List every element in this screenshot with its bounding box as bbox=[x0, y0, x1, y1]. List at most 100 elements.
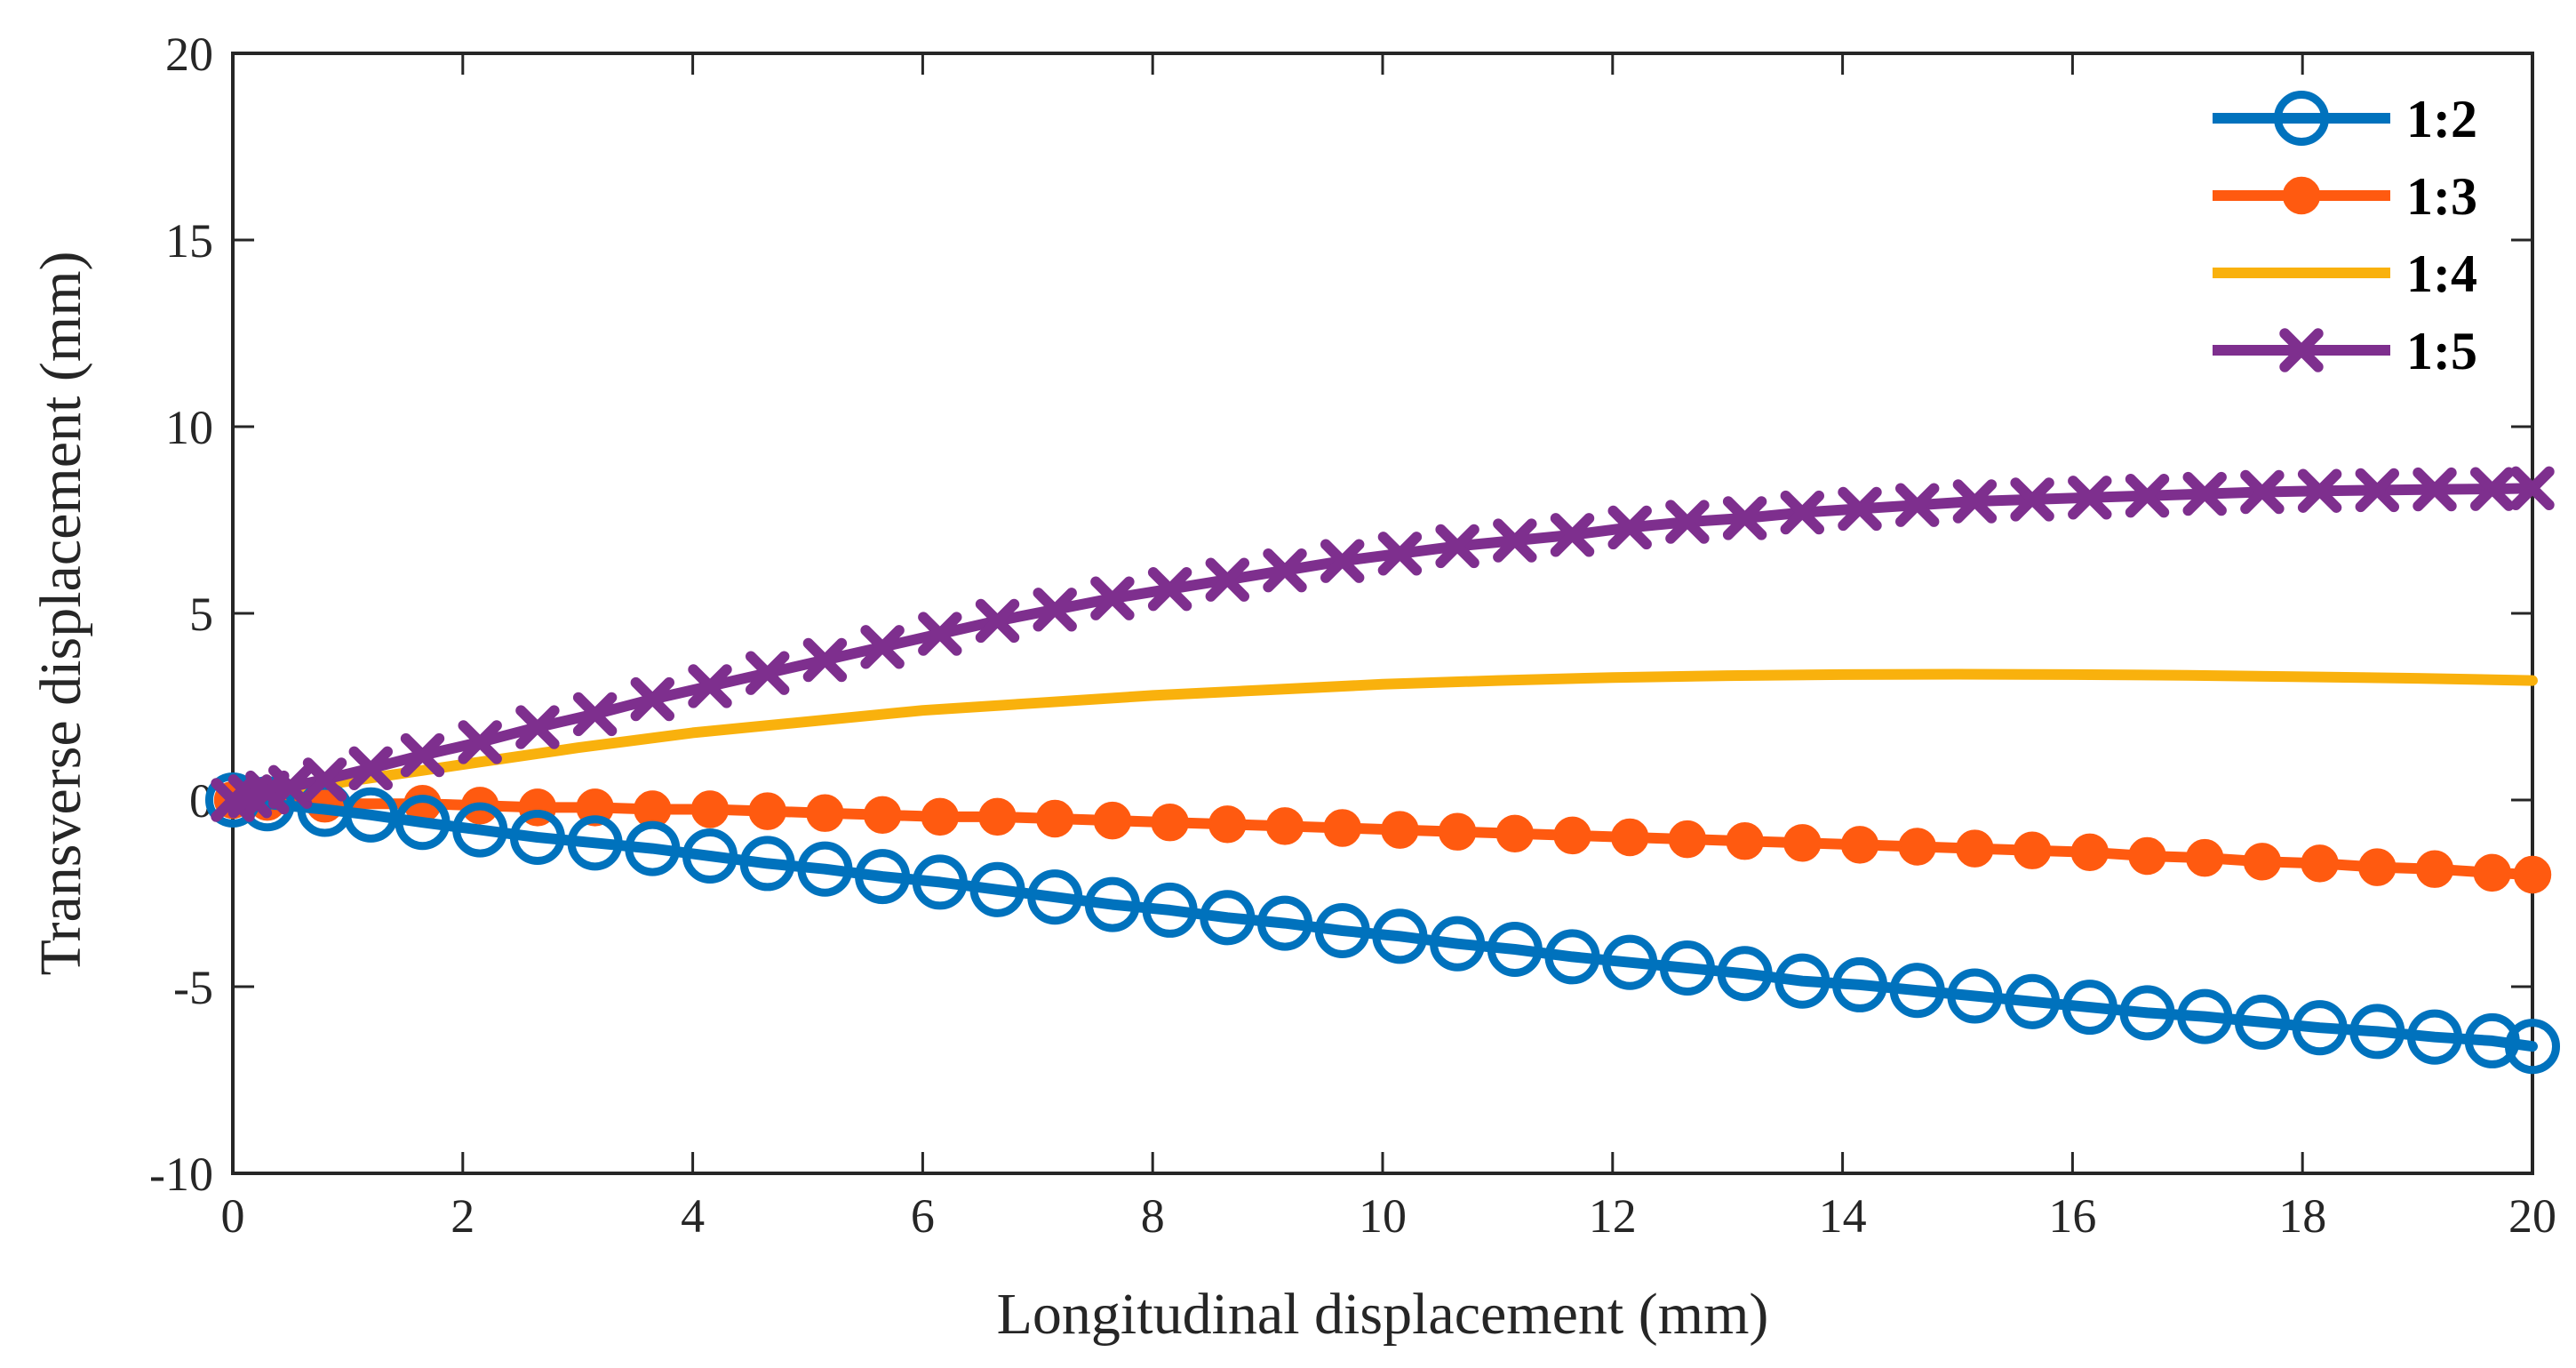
x-tick-label: 18 bbox=[2278, 1189, 2326, 1243]
legend-label: 1:4 bbox=[2406, 244, 2477, 303]
y-tick-label: -10 bbox=[149, 1148, 213, 1201]
x-tick-label: 12 bbox=[1589, 1189, 1637, 1243]
data-point bbox=[1205, 557, 1250, 602]
data-point bbox=[1780, 490, 1825, 535]
data-point bbox=[2415, 850, 2454, 888]
data-point bbox=[1659, 940, 1715, 996]
x-tick-label: 16 bbox=[2048, 1189, 2096, 1243]
x-tick-label: 20 bbox=[2508, 1189, 2556, 1243]
data-point bbox=[1898, 828, 1936, 866]
data-point bbox=[2513, 855, 2552, 894]
data-point bbox=[2470, 467, 2515, 511]
data-point bbox=[458, 720, 502, 764]
data-point bbox=[625, 820, 681, 876]
data-point bbox=[2010, 477, 2054, 522]
data-point bbox=[1435, 524, 1479, 569]
data-point bbox=[2177, 988, 2233, 1044]
data-point bbox=[1895, 483, 1940, 527]
data-point bbox=[1493, 518, 1537, 563]
y-tick-label: 15 bbox=[165, 214, 213, 268]
data-point bbox=[2068, 476, 2112, 520]
data-point bbox=[1320, 539, 1365, 583]
data-point bbox=[1668, 820, 1707, 859]
x-tick-label: 8 bbox=[1141, 1189, 1165, 1243]
data-point bbox=[2473, 853, 2511, 892]
y-tick-label: 20 bbox=[165, 28, 213, 81]
data-point bbox=[975, 598, 1020, 644]
data-point bbox=[1838, 486, 1882, 532]
data-point bbox=[395, 795, 451, 851]
data-point bbox=[1947, 968, 2003, 1024]
data-point bbox=[2062, 980, 2117, 1036]
data-point bbox=[1430, 916, 1486, 972]
data-point bbox=[2240, 469, 2285, 515]
data-point bbox=[1147, 567, 1192, 612]
legend: 1:2 1:3 1:4 1:5 bbox=[2213, 90, 2477, 380]
data-point bbox=[452, 802, 508, 858]
data-point bbox=[912, 854, 968, 910]
data-point bbox=[2119, 985, 2175, 1041]
data-point bbox=[1208, 805, 1247, 844]
legend-entry: 1:3 bbox=[2213, 167, 2477, 226]
data-point bbox=[2297, 468, 2342, 513]
x-tick-label: 0 bbox=[221, 1189, 245, 1243]
data-point bbox=[1889, 963, 1945, 1019]
data-point bbox=[572, 692, 618, 737]
data-point bbox=[1722, 496, 1767, 540]
data-point bbox=[1027, 869, 1083, 925]
data-point bbox=[1200, 890, 1256, 946]
data-point bbox=[1090, 576, 1135, 620]
data-point bbox=[2070, 833, 2109, 872]
data-point bbox=[1717, 946, 1773, 1002]
data-point bbox=[343, 787, 399, 843]
series-1-2 bbox=[204, 772, 2561, 1075]
x-axis-label: Longitudinal displacement (mm) bbox=[997, 1282, 1769, 1347]
legend-entry: 1:2 bbox=[2213, 90, 2477, 148]
data-point bbox=[1487, 921, 1543, 978]
legend-label: 1:2 bbox=[2406, 90, 2477, 148]
data-point bbox=[797, 841, 853, 897]
data-point bbox=[1377, 532, 1423, 576]
data-point bbox=[1553, 816, 1591, 855]
axis-ticks bbox=[231, 52, 2534, 1175]
data-point bbox=[302, 757, 347, 802]
data-point bbox=[1033, 588, 1077, 632]
x-tick-label: 14 bbox=[1819, 1189, 1867, 1243]
data-point bbox=[2182, 471, 2227, 516]
data-point bbox=[509, 809, 565, 866]
data-point bbox=[802, 637, 848, 683]
data-point bbox=[2185, 838, 2224, 877]
legend-label: 1:3 bbox=[2406, 167, 2477, 226]
data-point bbox=[748, 792, 786, 830]
data-point bbox=[1610, 818, 1649, 857]
series-line bbox=[227, 668, 2538, 805]
series-group bbox=[204, 466, 2561, 1075]
data-point bbox=[1381, 811, 1419, 849]
data-point bbox=[2243, 843, 2282, 881]
legend-marker bbox=[2273, 90, 2330, 147]
data-point bbox=[2234, 994, 2290, 1050]
data-point bbox=[2349, 1004, 2405, 1060]
data-point bbox=[2406, 1009, 2463, 1065]
data-point bbox=[1952, 479, 1998, 524]
data-point bbox=[2355, 468, 2400, 513]
data-point bbox=[1265, 807, 1304, 845]
data-point bbox=[690, 790, 730, 828]
x-tick-label: 10 bbox=[1359, 1189, 1407, 1243]
y-tick-label: -5 bbox=[173, 961, 213, 1014]
data-point bbox=[2125, 474, 2170, 518]
data-point bbox=[1783, 824, 1822, 862]
data-point bbox=[2413, 467, 2457, 512]
x-tick-label: 2 bbox=[451, 1189, 475, 1243]
data-point bbox=[1602, 934, 1658, 990]
data-point bbox=[739, 836, 795, 892]
data-point bbox=[1314, 902, 1370, 959]
data-point bbox=[1035, 799, 1074, 838]
data-point bbox=[400, 732, 445, 778]
data-point bbox=[746, 651, 790, 695]
data-point bbox=[1726, 821, 1764, 860]
data-point bbox=[576, 788, 614, 827]
data-point bbox=[1607, 505, 1652, 550]
data-point bbox=[567, 815, 623, 871]
